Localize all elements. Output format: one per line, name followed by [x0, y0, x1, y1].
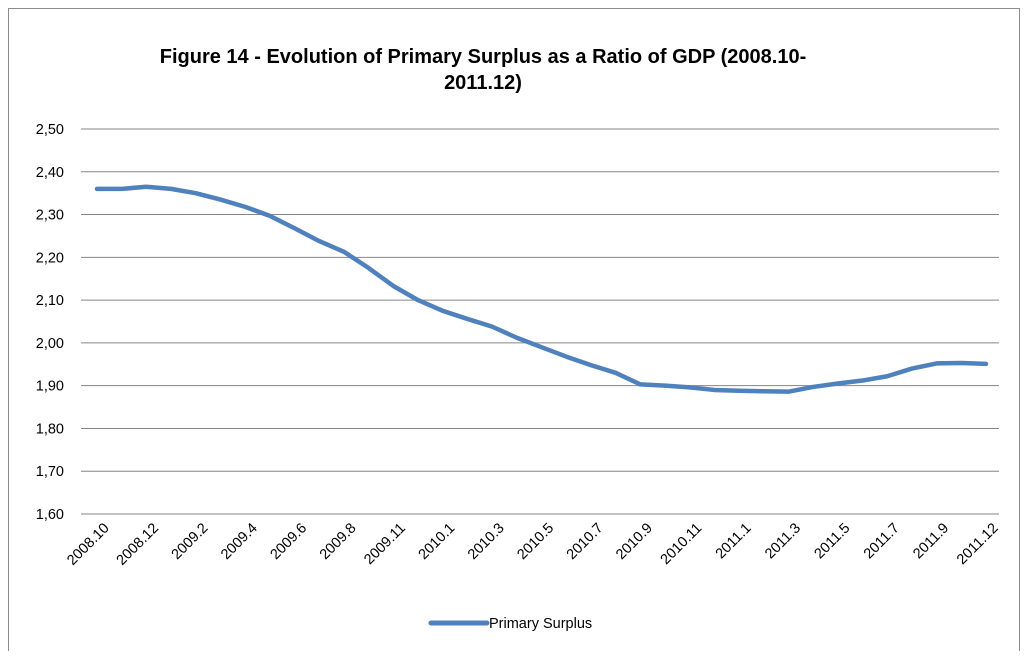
x-tick-label: 2010.1 [416, 520, 459, 563]
gridlines [81, 128, 999, 515]
x-tick-label: 2011.12 [954, 520, 1002, 568]
legend: Primary Surplus [428, 616, 592, 632]
line-chart: Figure 14 - Evolution of Primary Surplus… [36, 46, 1002, 632]
series-line-0 [94, 184, 989, 394]
x-tick-label: 2011.1 [713, 520, 755, 562]
series-layer [94, 184, 989, 394]
legend-label-primary-surplus: Primary Surplus [489, 616, 592, 632]
x-tick-label: 2011.3 [762, 520, 804, 562]
x-tick-label: 2011.7 [861, 520, 903, 562]
x-tick-label: 2009.11 [361, 520, 409, 568]
y-tick-label: 2,40 [36, 165, 64, 181]
x-tick-label: 2009.4 [218, 520, 261, 563]
x-tick-label: 2010.9 [613, 520, 656, 563]
x-axis-tick-labels: 2008.10 2008.12 2009.2 2009.4 2009.6 2009.8 20… [64, 520, 1001, 568]
x-tick-label: 2008.10 [64, 520, 112, 568]
x-tick-label: 2009.6 [267, 520, 310, 563]
y-tick-label: 1,80 [36, 421, 64, 437]
y-tick-label: 2,10 [36, 293, 64, 309]
chart-title-line-1: Figure 14 - Evolution of Primary Surplus… [160, 46, 806, 68]
x-tick-label: 2010.11 [658, 520, 706, 568]
y-tick-label: 1,70 [36, 464, 64, 480]
y-tick-label: 2,30 [36, 208, 64, 224]
y-tick-label: 2,50 [36, 122, 64, 138]
x-tick-label: 2010.3 [465, 520, 508, 563]
x-tick-label: 2010.5 [514, 520, 557, 563]
x-tick-label: 2008.12 [114, 520, 162, 568]
x-tick-label: 2011.9 [910, 520, 952, 562]
chart-title-line-2: 2011.12) [444, 72, 522, 94]
y-tick-label: 2,00 [36, 336, 64, 352]
x-tick-label: 2011.5 [812, 520, 854, 562]
y-tick-label: 1,60 [36, 507, 64, 523]
y-axis-tick-labels: 1,60 1,70 1,80 1,90 2,00 2,10 2,20 2,30 2,40 2,50 [36, 122, 64, 523]
chart-title: Figure 14 - Evolution of Primary Surplus… [160, 46, 806, 94]
y-tick-label: 2,20 [36, 250, 64, 266]
x-tick-label: 2010.7 [564, 520, 607, 563]
y-tick-label: 1,90 [36, 379, 64, 395]
x-tick-label: 2009.8 [317, 520, 360, 563]
x-tick-label: 2009.2 [169, 520, 212, 563]
chart-frame: Figure 14 - Evolution of Primary Surplus… [8, 8, 1020, 651]
